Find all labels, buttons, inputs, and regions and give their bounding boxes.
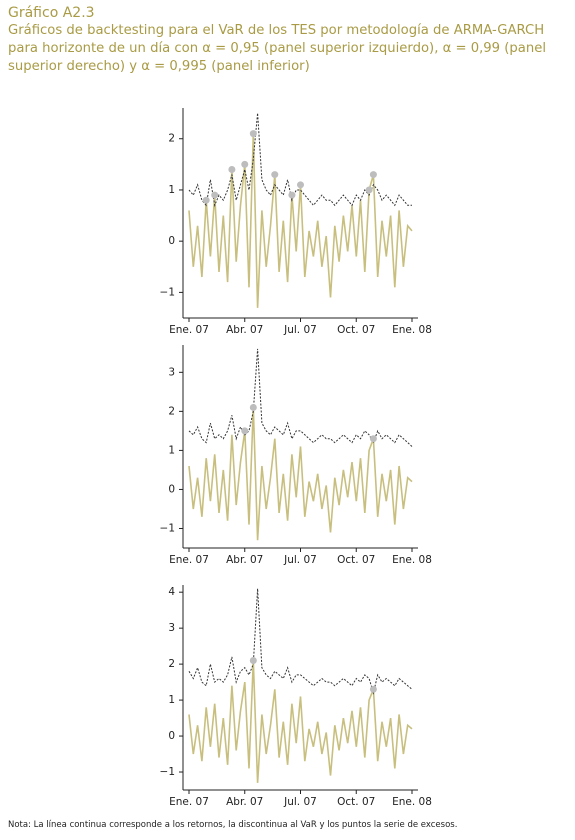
y-tick-label: 2 bbox=[168, 405, 175, 417]
y-tick-label: −1 bbox=[160, 766, 175, 778]
x-tick-label: Ene. 08 bbox=[392, 554, 432, 566]
exceedance-point bbox=[249, 657, 257, 665]
title: Gráfico A2.3 bbox=[8, 5, 95, 21]
x-tick-label: Ene. 07 bbox=[169, 796, 209, 808]
exceedance-point bbox=[241, 160, 249, 168]
y-tick-label: 2 bbox=[168, 133, 175, 145]
exceedance-point bbox=[241, 427, 249, 435]
y-tick-label: 3 bbox=[168, 366, 175, 378]
returns-line bbox=[188, 660, 413, 783]
var-line bbox=[188, 113, 412, 208]
exceedance-point bbox=[297, 181, 304, 189]
x-tick-label: Ene. 08 bbox=[392, 324, 432, 336]
exceedance-point bbox=[228, 165, 236, 173]
y-tick-label: 0 bbox=[168, 730, 175, 742]
y-tick-label: 3 bbox=[168, 622, 175, 634]
subtitle: Gráficos de backtesting para el VaR de l… bbox=[8, 23, 546, 74]
footnote: Nota: La línea continua corresponde a lo… bbox=[8, 820, 458, 830]
y-tick-label: 0 bbox=[168, 483, 175, 495]
exceedance-point bbox=[365, 186, 373, 194]
y-tick-label: 1 bbox=[168, 694, 175, 706]
y-tick-label: 1 bbox=[168, 184, 175, 196]
returns-line bbox=[188, 407, 413, 541]
y-tick-label: 1 bbox=[168, 444, 175, 456]
x-tick-label: Jul. 07 bbox=[283, 554, 317, 566]
y-tick-label: 2 bbox=[168, 658, 175, 670]
y-tick-label: −1 bbox=[160, 522, 175, 534]
header: Gráfico A2.3 Gráficos de backtesting par… bbox=[8, 4, 573, 76]
y-tick-label: 0 bbox=[168, 235, 175, 247]
x-tick-label: Oct. 07 bbox=[337, 324, 375, 336]
exceedance-point bbox=[249, 130, 257, 138]
x-tick-label: Oct. 07 bbox=[337, 554, 375, 566]
x-tick-label: Abr. 07 bbox=[226, 324, 263, 336]
var-line bbox=[188, 588, 413, 695]
returns-line bbox=[188, 133, 413, 308]
x-tick-label: Jul. 07 bbox=[283, 796, 317, 808]
exceedance-point bbox=[271, 171, 279, 179]
exceedance-point bbox=[288, 191, 296, 199]
var-line bbox=[188, 348, 413, 447]
x-tick-label: Abr. 07 bbox=[226, 554, 263, 566]
x-tick-label: Ene. 08 bbox=[392, 796, 432, 808]
exceedance-point bbox=[211, 191, 219, 199]
x-tick-label: Jul. 07 bbox=[283, 324, 317, 336]
exceedance-point bbox=[202, 196, 210, 204]
charts: −1 0 1 2 Ene. 07 Abr. 07 Jul. 07 Oct. 07 Ene. 08… bbox=[160, 108, 432, 808]
exceedance-point bbox=[369, 685, 377, 693]
x-tick-label: Ene. 07 bbox=[169, 324, 209, 336]
x-tick-label: Oct. 07 bbox=[337, 796, 375, 808]
exceedance-point bbox=[369, 171, 377, 179]
exceedance-point bbox=[369, 435, 377, 443]
y-tick-label: 4 bbox=[168, 586, 175, 598]
exceedance-point bbox=[249, 403, 257, 411]
y-tick-label: −1 bbox=[160, 286, 175, 298]
x-tick-label: Abr. 07 bbox=[226, 796, 263, 808]
x-tick-label: Ene. 07 bbox=[169, 554, 209, 566]
